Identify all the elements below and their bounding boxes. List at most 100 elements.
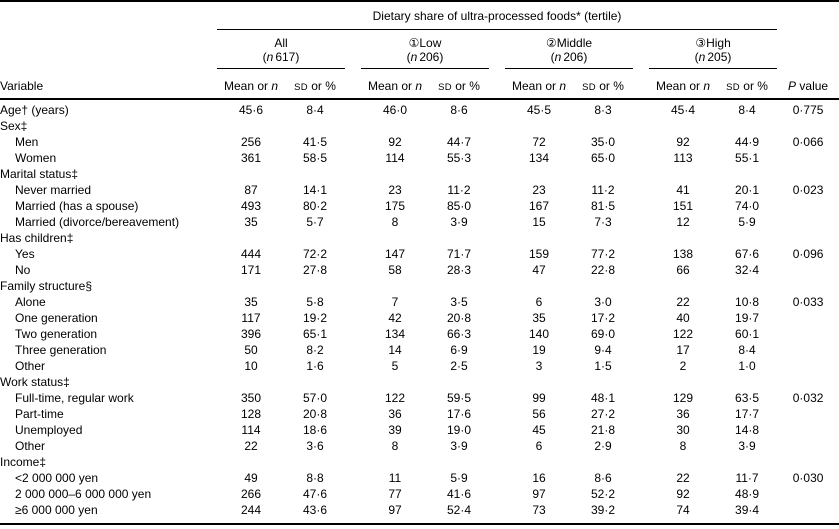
sd-or-pct-cell: 3·9 <box>450 215 468 229</box>
column-gap <box>489 390 505 406</box>
sd-or-pct-cell: 1·0 <box>738 359 756 373</box>
sd-or-pct-cell: 2·9 <box>594 439 612 453</box>
mean-or-n-cell: 50 <box>244 343 258 357</box>
row-label: Family structure§ <box>0 279 93 293</box>
mean-or-n-cell <box>361 278 429 294</box>
sd-rest: or % <box>595 79 624 93</box>
variable-header: Variable <box>0 68 217 100</box>
mean-or-n-cell: 266 <box>240 487 262 501</box>
column-gap <box>633 30 649 69</box>
mean-or-n-cell <box>505 230 573 246</box>
mean-or-n-header: Mean or n <box>649 68 717 100</box>
p-value-cell: 0·066 <box>792 135 824 149</box>
column-gap <box>489 454 505 470</box>
mean-or-n-cell <box>649 278 717 294</box>
sd-or-pct-cell: 57·0 <box>302 391 328 405</box>
column-gap <box>489 262 505 278</box>
column-gap <box>633 99 649 118</box>
column-gap <box>633 246 649 262</box>
mean-or-n-cell: 47 <box>532 263 546 277</box>
mean-or-n-cell: 39 <box>388 423 402 437</box>
mean-or-n-cell: 6 <box>535 295 543 309</box>
sd-or-pct-cell <box>429 230 489 246</box>
mean-or-n-cell <box>361 166 429 182</box>
sd-or-pct-cell: 8·4 <box>306 103 324 117</box>
mean-n-italic: n <box>559 79 567 93</box>
p-value-cell: 0·096 <box>792 247 824 261</box>
sd-or-pct-cell: 58·5 <box>302 151 328 165</box>
mean-or-n-cell: 45 <box>532 423 546 437</box>
sd-or-pct-cell: 21·8 <box>590 423 616 437</box>
column-gap <box>489 246 505 262</box>
table-row: No 171 27·8 58 28·3 47 22·8 66 32·4 <box>0 262 839 278</box>
n-symbol: n <box>554 49 562 64</box>
sd-or-pct-cell: 52·4 <box>446 503 472 517</box>
table-row: Age† (years) 45·6 8·4 46·0 8·6 45·5 8·3 45·4 8·4… <box>0 99 839 118</box>
sd-or-pct-cell: 63·5 <box>735 391 760 405</box>
mean-or-n-cell: 361 <box>240 151 262 165</box>
column-gap <box>489 310 505 326</box>
paren-open: ( <box>550 49 555 64</box>
group-row-spacer <box>777 30 839 69</box>
column-gap <box>345 246 361 262</box>
sd-or-pct-cell: 8·4 <box>738 103 756 117</box>
column-gap <box>633 214 649 230</box>
sd-or-pct-cell: 59·5 <box>446 391 472 405</box>
column-gap <box>633 502 649 524</box>
row-label: Two generation <box>15 327 98 341</box>
row-label: Yes <box>15 247 35 261</box>
mean-or-n-cell <box>361 118 429 134</box>
mean-or-n-cell: 49 <box>244 471 258 485</box>
sd-or-pct-cell: 39·2 <box>590 503 616 517</box>
row-label: Alone <box>15 295 46 309</box>
mean-or-n-cell: 122 <box>384 391 406 405</box>
mean-or-n-cell: 8 <box>391 215 399 229</box>
mean-or-n-cell: 92 <box>388 135 402 149</box>
table-body: Age† (years) 45·6 8·4 46·0 8·6 45·5 8·3 45·4 8·4… <box>0 99 839 524</box>
n-symbol: n <box>266 49 274 64</box>
group-name: All <box>217 36 345 51</box>
group-n: (n 617) <box>217 49 345 65</box>
row-label: Men <box>15 135 39 149</box>
sd-or-pct-cell <box>573 230 633 246</box>
column-gap <box>345 134 361 150</box>
mean-or-n-cell <box>649 374 717 390</box>
sd-or-pct-header: SD or % <box>285 68 345 100</box>
group-n: (n 205) <box>649 50 777 65</box>
mean-n-italic: n <box>271 79 279 93</box>
mean-or-n-cell <box>649 230 717 246</box>
mean-or-n-cell: 66 <box>676 263 690 277</box>
mean-or-n-cell: 22 <box>676 471 690 485</box>
sd-or-pct-cell <box>429 374 489 390</box>
row-label: Never married <box>15 183 92 197</box>
mean-or-n-cell: 87 <box>244 183 258 197</box>
sd-or-pct-cell: 1·6 <box>306 359 324 373</box>
column-gap <box>345 118 361 134</box>
column-gap <box>633 68 649 100</box>
mean-or-n-cell <box>505 118 573 134</box>
column-header-row: Variable Mean or n SD or % Mean or n SD or %… <box>0 68 839 100</box>
mean-or-n-cell: 171 <box>240 263 262 277</box>
column-gap <box>489 438 505 454</box>
mean-or-n-cell: 256 <box>240 135 262 149</box>
table-row: Unemployed 114 18·6 39 19·0 45 21·8 30 14·8 <box>0 422 839 438</box>
sd-or-pct-cell <box>573 118 633 134</box>
sd-or-pct-cell: 18·6 <box>302 423 328 437</box>
column-gap <box>633 150 649 166</box>
sd-or-pct-cell: 41·6 <box>446 487 472 501</box>
mean-or-n-cell <box>505 374 573 390</box>
sd-or-pct-cell: 3·5 <box>450 295 468 309</box>
mean-or-n-cell: 138 <box>672 247 694 261</box>
column-gap <box>345 278 361 294</box>
mean-or-n-header: Mean or n <box>217 68 285 100</box>
column-gap <box>345 470 361 486</box>
column-gap <box>633 358 649 374</box>
table-row: Family structure§ <box>0 278 839 294</box>
column-gap <box>633 454 649 470</box>
sd-or-pct-cell: 5·9 <box>738 215 756 229</box>
sd-or-pct-cell: 71·7 <box>446 247 472 261</box>
sd-or-pct-header: SD or % <box>573 68 633 100</box>
mean-or-n-cell: 58 <box>388 263 402 277</box>
mean-or-n-cell: 35 <box>244 295 258 309</box>
mean-or-n-cell: 15 <box>532 215 546 229</box>
